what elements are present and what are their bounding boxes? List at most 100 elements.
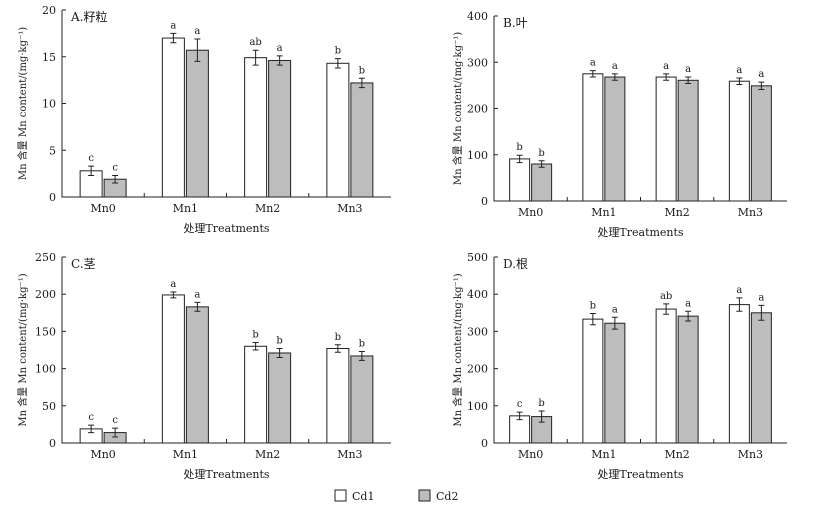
panel-title: C.茎 bbox=[71, 257, 96, 271]
x-axis-label: 处理Treatments bbox=[183, 468, 270, 481]
significance-letter: b bbox=[538, 398, 544, 409]
error-bar bbox=[252, 49, 259, 66]
bar-cd2 bbox=[350, 355, 374, 444]
x-category-label: Mn2 bbox=[255, 202, 280, 215]
bar-cd2 bbox=[750, 312, 772, 444]
error-bar bbox=[516, 411, 523, 421]
y-axis-label: Mn 含量 Mn content/(mg·kg⁻¹) bbox=[451, 32, 464, 185]
y-tick-label: 400 bbox=[467, 10, 488, 23]
chart-panel-4: 0 100 200 300 400 500 Mn0 c b Mn1 b a Mn2 ab a Mn3 a a D.根… bbox=[451, 251, 787, 481]
error-bar bbox=[112, 427, 119, 438]
significance-letter: a bbox=[170, 279, 176, 290]
x-category-label: Mn1 bbox=[591, 206, 616, 219]
bar-cd1 bbox=[655, 308, 677, 444]
x-category-label: Mn3 bbox=[738, 448, 763, 461]
error-bar bbox=[88, 165, 95, 176]
significance-letter: ab bbox=[660, 291, 672, 302]
bar-cd1 bbox=[161, 37, 185, 198]
error-bar bbox=[170, 32, 177, 44]
significance-letter: c bbox=[88, 153, 94, 164]
x-axis-label: 处理Treatments bbox=[597, 226, 684, 239]
significance-letter: a bbox=[758, 292, 764, 303]
significance-letter: b bbox=[335, 46, 341, 57]
bar-cd2 bbox=[750, 85, 772, 202]
significance-letter: a bbox=[685, 298, 691, 309]
bar-cd1 bbox=[728, 304, 750, 444]
chart-panel-2: 0 100 200 300 400 Mn0 b b Mn1 a a Mn2 a a Mn3 a a B.叶处理Tr… bbox=[451, 10, 787, 239]
x-category-label: Mn1 bbox=[591, 448, 616, 461]
y-tick-label: 0 bbox=[49, 191, 56, 204]
error-bar bbox=[170, 291, 177, 299]
x-category-label: Mn0 bbox=[90, 202, 115, 215]
significance-letter: b bbox=[590, 301, 596, 312]
error-bar bbox=[736, 297, 743, 312]
error-bar bbox=[276, 55, 283, 66]
error-bar bbox=[611, 73, 618, 81]
bar-cd2 bbox=[604, 76, 626, 202]
significance-letter: a bbox=[612, 61, 618, 72]
legend-swatch-cd2 bbox=[418, 489, 431, 502]
y-tick-label: 0 bbox=[481, 195, 488, 208]
y-tick-label: 150 bbox=[35, 325, 56, 338]
error-bar bbox=[589, 313, 596, 326]
error-bar bbox=[334, 58, 341, 69]
significance-letter: a bbox=[685, 64, 691, 75]
y-tick-label: 20 bbox=[42, 4, 56, 17]
significance-letter: a bbox=[663, 61, 669, 72]
y-axis-label: Mn 含量 Mn content/(mg·kg⁻¹) bbox=[16, 273, 29, 426]
error-bar bbox=[358, 350, 365, 361]
x-category-label: Mn0 bbox=[518, 206, 543, 219]
significance-letter: a bbox=[194, 26, 200, 37]
y-tick-label: 15 bbox=[42, 51, 56, 64]
panel-title: A.籽粒 bbox=[70, 9, 107, 24]
error-bar bbox=[358, 77, 365, 89]
bar-cd2 bbox=[185, 306, 209, 444]
legend-label: Cd2 bbox=[436, 490, 458, 503]
significance-letter: c bbox=[112, 162, 118, 173]
x-category-label: Mn1 bbox=[173, 202, 198, 215]
bar-cd1 bbox=[244, 345, 268, 444]
bar-cd1 bbox=[161, 294, 185, 444]
significance-letter: b bbox=[359, 338, 365, 349]
x-axis-label: 处理Treatments bbox=[597, 468, 684, 481]
bar-cd2 bbox=[604, 322, 626, 444]
bar-cd2 bbox=[350, 82, 374, 198]
legend-label: Cd1 bbox=[352, 490, 374, 503]
y-axis-label: Mn 含量 Mn content/(mg·kg⁻¹) bbox=[451, 273, 464, 426]
x-category-label: Mn3 bbox=[337, 202, 362, 215]
bar-cd1 bbox=[655, 76, 677, 202]
error-bar bbox=[252, 342, 259, 351]
significance-letter: c bbox=[112, 415, 118, 426]
significance-letter: b bbox=[276, 336, 282, 347]
significance-letter: b bbox=[538, 148, 544, 159]
y-tick-label: 500 bbox=[467, 251, 488, 264]
bar-cd1 bbox=[326, 62, 350, 198]
y-tick-label: 200 bbox=[467, 103, 488, 116]
significance-letter: a bbox=[736, 65, 742, 76]
bar-cd1 bbox=[509, 158, 531, 202]
x-category-label: Mn1 bbox=[173, 448, 198, 461]
y-tick-label: 0 bbox=[481, 437, 488, 450]
y-tick-label: 300 bbox=[467, 56, 488, 69]
legend: Cd1 Cd2 bbox=[334, 489, 458, 503]
x-category-label: Mn0 bbox=[518, 448, 543, 461]
bar-cd1 bbox=[326, 348, 350, 444]
error-bar bbox=[589, 70, 596, 78]
bar-cd2 bbox=[677, 79, 699, 202]
bar-cd2 bbox=[268, 59, 292, 198]
panel-title: B.叶 bbox=[503, 16, 528, 30]
error-bar bbox=[663, 303, 670, 315]
error-bar bbox=[538, 410, 545, 423]
y-tick-label: 50 bbox=[42, 400, 56, 413]
significance-letter: b bbox=[359, 65, 365, 76]
x-category-label: Mn2 bbox=[664, 206, 689, 219]
significance-letter: a bbox=[194, 289, 200, 300]
error-bar bbox=[516, 154, 523, 164]
error-bar bbox=[194, 301, 201, 312]
significance-letter: b bbox=[516, 142, 522, 153]
error-bar bbox=[194, 38, 201, 62]
error-bar bbox=[334, 344, 341, 353]
error-bar bbox=[538, 160, 545, 168]
bar-cd2 bbox=[185, 49, 209, 198]
